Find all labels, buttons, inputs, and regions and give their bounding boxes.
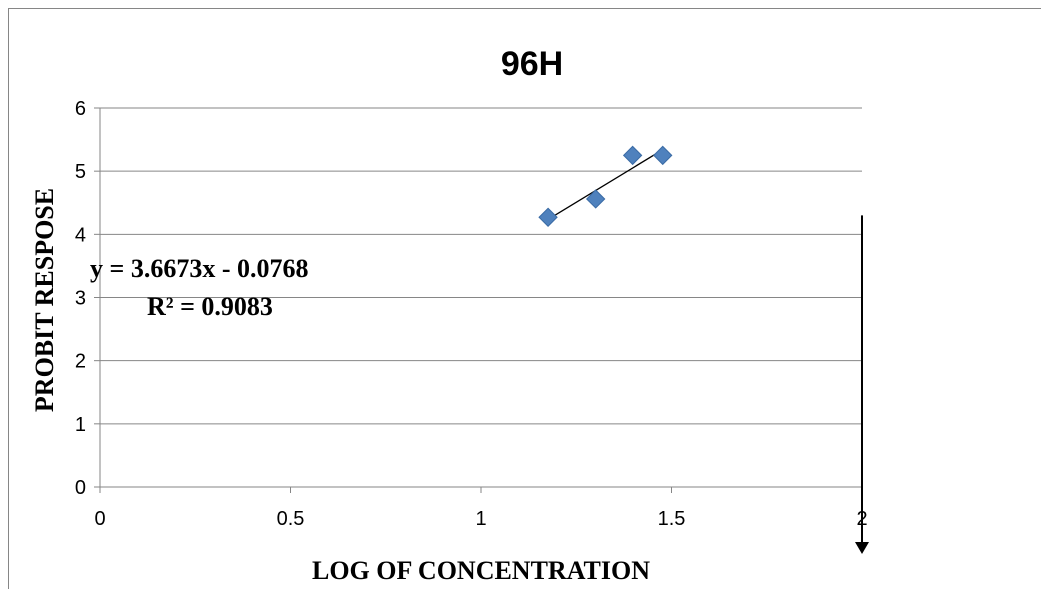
x-tick-label-0.5: 0.5 <box>277 508 305 530</box>
chart-title: 96H <box>501 45 563 83</box>
y-axis-label: PROBIT RESPOSE <box>30 188 59 412</box>
y-tick-label-0: 0 <box>75 477 86 499</box>
x-tick-label-1.5: 1.5 <box>658 508 686 530</box>
trendline <box>548 150 663 220</box>
annotation-layer <box>855 215 869 554</box>
y-tick-label-5: 5 <box>75 161 86 183</box>
y-tick-label-4: 4 <box>75 224 86 246</box>
x-tick-label-0: 0 <box>94 508 105 530</box>
equation-label: y = 3.6673x - 0.0768 <box>90 254 308 283</box>
y-tick-label-1: 1 <box>75 414 86 436</box>
trendline-layer <box>548 150 663 220</box>
x-axis-label: LOG OF CONCENTRATION <box>312 556 650 585</box>
data-point-2 <box>587 190 605 208</box>
r-squared-label: R² = 0.9083 <box>147 292 273 321</box>
y-tick-label-3: 3 <box>75 288 86 310</box>
data-points <box>539 146 672 226</box>
y-tick-label-6: 6 <box>75 98 86 120</box>
data-point-1 <box>539 208 557 226</box>
y-tick-label-2: 2 <box>75 351 86 373</box>
x-tick-label-1: 1 <box>475 508 486 530</box>
data-point-3 <box>624 146 642 164</box>
arrow-head <box>855 542 869 554</box>
data-point-4 <box>654 146 672 164</box>
